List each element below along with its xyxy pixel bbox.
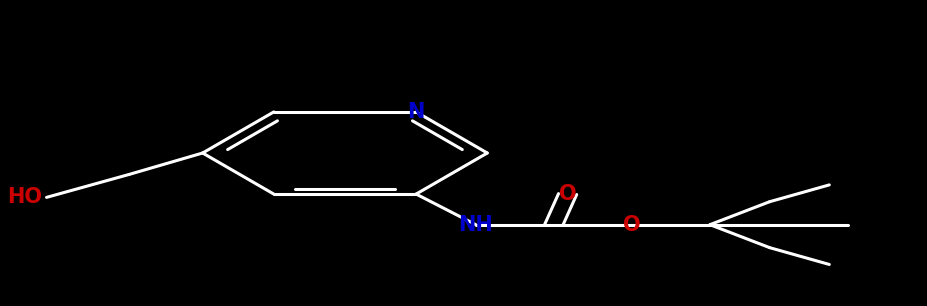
Text: O: O <box>622 215 640 235</box>
Text: NH: NH <box>458 215 492 235</box>
Text: HO: HO <box>7 187 42 207</box>
Text: O: O <box>558 184 576 204</box>
Text: N: N <box>407 102 425 122</box>
